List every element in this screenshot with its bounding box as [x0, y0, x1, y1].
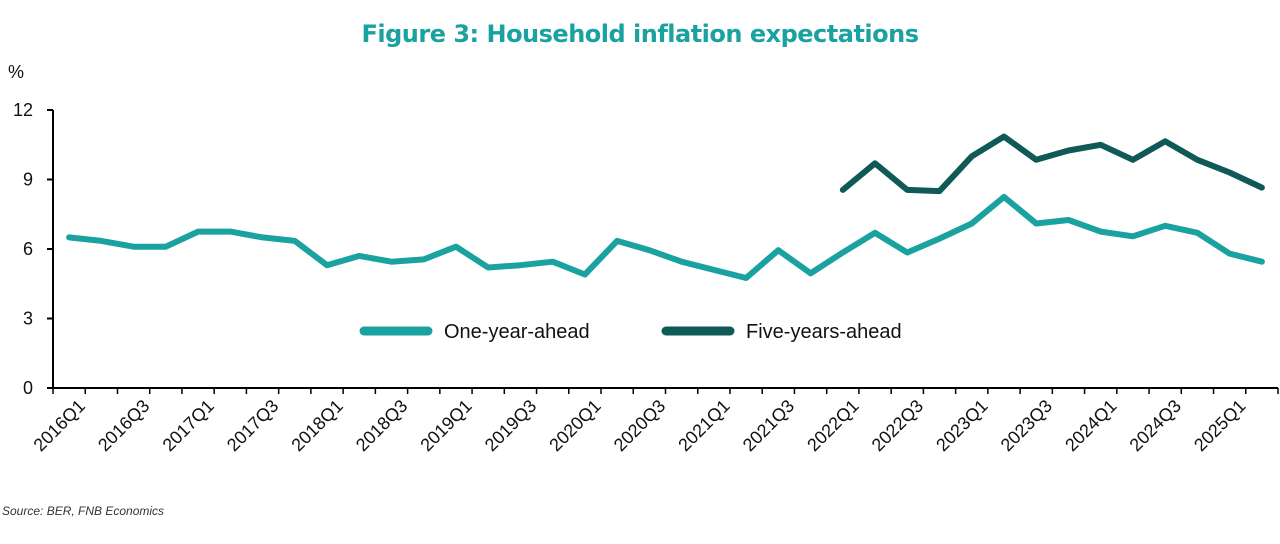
- y-tick-label: 6: [23, 239, 33, 259]
- series-line-one-year-ahead: [66, 193, 1265, 281]
- x-tick-label: 2019Q3: [481, 396, 540, 455]
- source-note: Source: BER, FNB Economics: [2, 504, 165, 518]
- x-tick-label: 2016Q3: [94, 396, 153, 455]
- series-lines: [66, 133, 1265, 281]
- x-tick-label: 2024Q3: [1126, 396, 1185, 455]
- x-tick-label: 2017Q3: [223, 396, 282, 455]
- x-tick-label: 2023Q3: [997, 396, 1056, 455]
- y-tick-label: 9: [23, 170, 33, 190]
- x-tick-label: 2021Q3: [739, 396, 798, 455]
- y-tick-labels: 0 3 6 9 12: [13, 100, 33, 398]
- legend: One-year-ahead Five-years-ahead: [359, 321, 902, 343]
- x-tick-label: 2021Q1: [674, 396, 733, 455]
- y-axis-unit-label: %: [8, 62, 25, 82]
- x-tick-label: 2023Q1: [932, 396, 991, 455]
- y-tick-label: 0: [23, 378, 33, 398]
- x-tick-label: 2020Q1: [545, 396, 604, 455]
- x-tick-labels: 2016Q1 2016Q3 2017Q1 2017Q3 2018Q1 2018Q3 2019…: [30, 396, 1250, 455]
- x-tick-label: 2017Q1: [159, 396, 218, 455]
- y-tick-label: 3: [23, 309, 33, 329]
- series-line-five-years-ahead: [839, 133, 1265, 195]
- y-tick-label: 12: [13, 100, 33, 120]
- x-tick-label: 2020Q3: [610, 396, 669, 455]
- x-tick-label: 2022Q3: [868, 396, 927, 455]
- x-tick-label: 2019Q1: [416, 396, 475, 455]
- x-tick-label: 2018Q3: [352, 396, 411, 455]
- x-tick-label: 2025Q1: [1190, 396, 1249, 455]
- x-tick-label: 2016Q1: [30, 396, 89, 455]
- axes: [47, 109, 1279, 394]
- x-tick-label: 2022Q1: [803, 396, 862, 455]
- legend-label-five-years: Five-years-ahead: [746, 321, 902, 343]
- x-tick-label: 2024Q1: [1061, 396, 1120, 455]
- x-tick-label: 2018Q1: [287, 396, 346, 455]
- chart-title: Figure 3: Household inflation expectatio…: [361, 20, 919, 48]
- legend-label-one-year: One-year-ahead: [444, 321, 590, 343]
